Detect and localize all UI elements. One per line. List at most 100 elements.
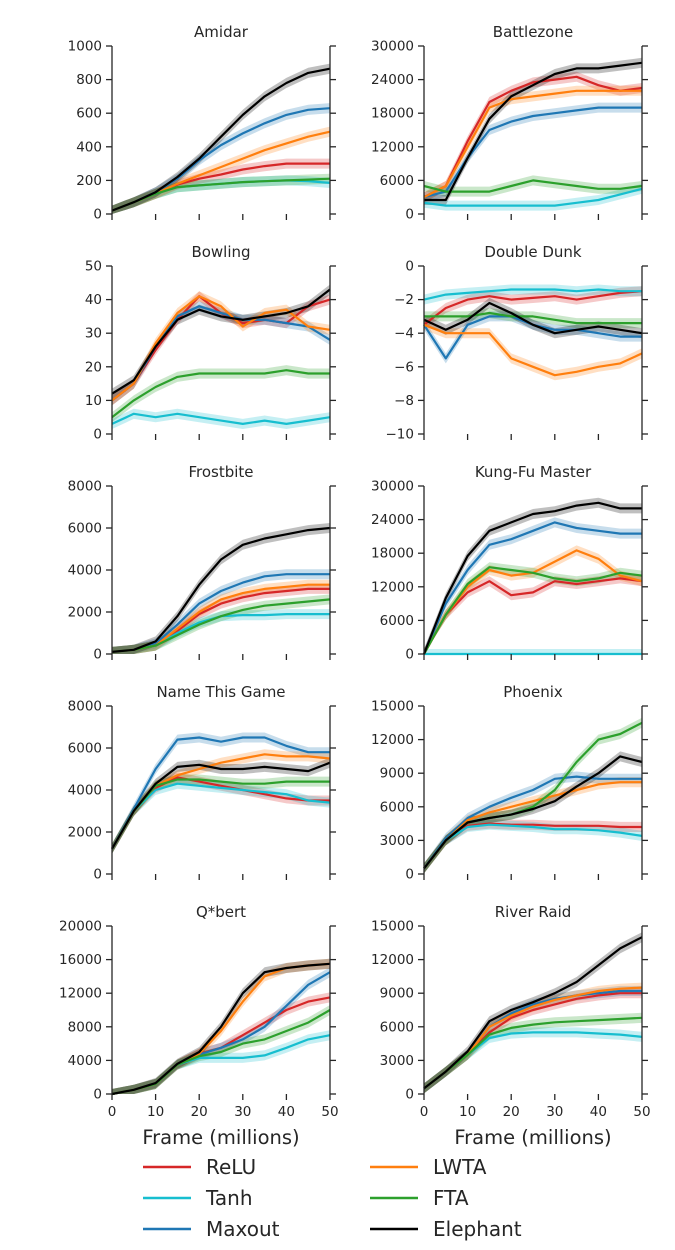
line-fta: [423, 179, 643, 193]
legend-item-tanh: Tanh: [143, 1186, 253, 1210]
legend-label: LWTA: [433, 1155, 487, 1179]
panel-bowling: Bowling 0 10 20 30 40 50: [85, 243, 336, 443]
y-tick-label: −6: [394, 359, 414, 375]
y-tick-label: 30: [85, 326, 102, 342]
line-tanh: [111, 412, 331, 425]
line-elephant: [423, 301, 643, 335]
y-tick-label: 40: [85, 292, 102, 308]
band-tanh: [424, 819, 642, 874]
line-lwta: [423, 89, 642, 199]
y-tick-label: 0: [405, 1087, 414, 1103]
band-tanh: [424, 183, 642, 211]
panel-kung-fu-master: Kung-Fu Master 0 6000 12000 18000 24000 30000: [371, 463, 648, 663]
y-tick-label: 4000: [68, 783, 102, 799]
band-relu: [112, 291, 330, 406]
y-tick-label: 6000: [68, 741, 102, 757]
panels: Amidar02004006008001000Battlezone0600012…: [59, 23, 651, 1120]
legend-item-elephant: Elephant: [370, 1217, 522, 1241]
line-fta: [424, 311, 642, 325]
panel-amidar: Amidar 0 200 400 600 800 1000: [68, 23, 336, 223]
band-tanh: [424, 649, 642, 654]
x-tick-label: 40: [278, 1104, 295, 1120]
band-tanh: [112, 408, 330, 429]
y-tick-label: 2000: [68, 825, 102, 841]
line-elephant: [111, 761, 331, 850]
band-lwta: [112, 749, 330, 854]
y-tick-label: −4: [394, 326, 414, 342]
line-maxout: [422, 521, 642, 655]
line-maxout: [423, 775, 642, 870]
y-tick-label: 12000: [59, 986, 102, 1002]
band-relu: [424, 71, 642, 203]
y-tick-label: 6000: [380, 173, 414, 189]
line-relu: [423, 577, 643, 655]
line-elephant: [111, 526, 331, 653]
y-tick-label: 20000: [59, 919, 102, 935]
y-tick-label: 800: [76, 72, 102, 88]
band-elephant: [424, 751, 642, 874]
legend: ReLU LWTA Tanh FTA Maxout Elephant: [143, 1155, 522, 1241]
y-tick-label: 6000: [380, 613, 414, 629]
y-tick-label: 8000: [68, 699, 102, 715]
x-tick-label: 20: [191, 1104, 208, 1120]
line-lwta: [423, 323, 643, 377]
band-fta: [424, 562, 642, 654]
y-tick-label: 1000: [68, 39, 102, 55]
y-tick-label: 18000: [371, 106, 414, 122]
line-elephant: [424, 61, 643, 202]
line-tanh: [111, 782, 331, 850]
band-maxout: [112, 967, 330, 1094]
band-elephant: [112, 757, 330, 854]
y-tick-label: 10: [85, 393, 102, 409]
legend-label: ReLU: [206, 1155, 256, 1179]
y-tick-label: 0: [93, 427, 102, 443]
y-tick-label: 6000: [68, 521, 102, 537]
line-fta: [423, 1016, 643, 1090]
line-elephant: [111, 962, 331, 1096]
y-tick-label: 2000: [68, 605, 102, 621]
line-lwta: [423, 781, 642, 870]
x-tick-label: 0: [420, 1104, 429, 1120]
y-tick-label: 600: [76, 106, 102, 122]
panel-name-this-game: Name This Game 0 2000 4000 6000 8000: [68, 683, 336, 883]
legend-item-relu: ReLU: [143, 1155, 256, 1179]
line-fta: [111, 369, 330, 419]
line-tanh: [423, 187, 643, 207]
y-tick-label: 0: [93, 207, 102, 223]
x-tick-label: 50: [633, 1104, 650, 1120]
y-tick-label: 3000: [380, 833, 414, 849]
band-fta: [424, 717, 642, 874]
x-tick-label: 10: [147, 1104, 164, 1120]
legend-item-fta: FTA: [370, 1186, 469, 1210]
line-maxout: [423, 106, 642, 199]
band-elephant: [112, 63, 330, 214]
x-tick-label: 20: [503, 1104, 520, 1120]
y-tick-label: 4000: [68, 563, 102, 579]
y-tick-label: −8: [394, 393, 414, 409]
panel-title: Kung-Fu Master: [475, 463, 592, 481]
y-tick-label: 12000: [371, 139, 414, 155]
x-axis-label-right: Frame (millions): [454, 1126, 611, 1149]
band-elephant: [424, 57, 642, 205]
panel-title: Battlezone: [493, 23, 573, 41]
band-elephant: [112, 284, 330, 399]
y-tick-label: 12000: [371, 952, 414, 968]
y-tick-label: 4000: [68, 1053, 102, 1069]
x-tick-label: 0: [108, 1104, 117, 1120]
y-tick-label: 15000: [371, 919, 414, 935]
y-tick-label: 9000: [380, 986, 414, 1002]
y-tick-label: 18000: [371, 546, 414, 562]
line-elephant: [422, 501, 642, 655]
band-tanh: [112, 609, 330, 654]
line-tanh: [423, 288, 642, 301]
panel-battlezone: Battlezone 0 6000 12000 18000 24000 30000: [371, 23, 648, 223]
y-tick-label: 200: [76, 173, 102, 189]
band-fta: [112, 1005, 330, 1094]
line-maxout: [111, 573, 330, 653]
panel-title: Phoenix: [503, 683, 563, 701]
y-tick-label: −2: [394, 292, 414, 308]
panel-phoenix: Phoenix 0 3000 6000 9000 12000 15000: [371, 683, 648, 883]
panel-title: Amidar: [194, 23, 249, 41]
line-tanh: [423, 823, 643, 870]
